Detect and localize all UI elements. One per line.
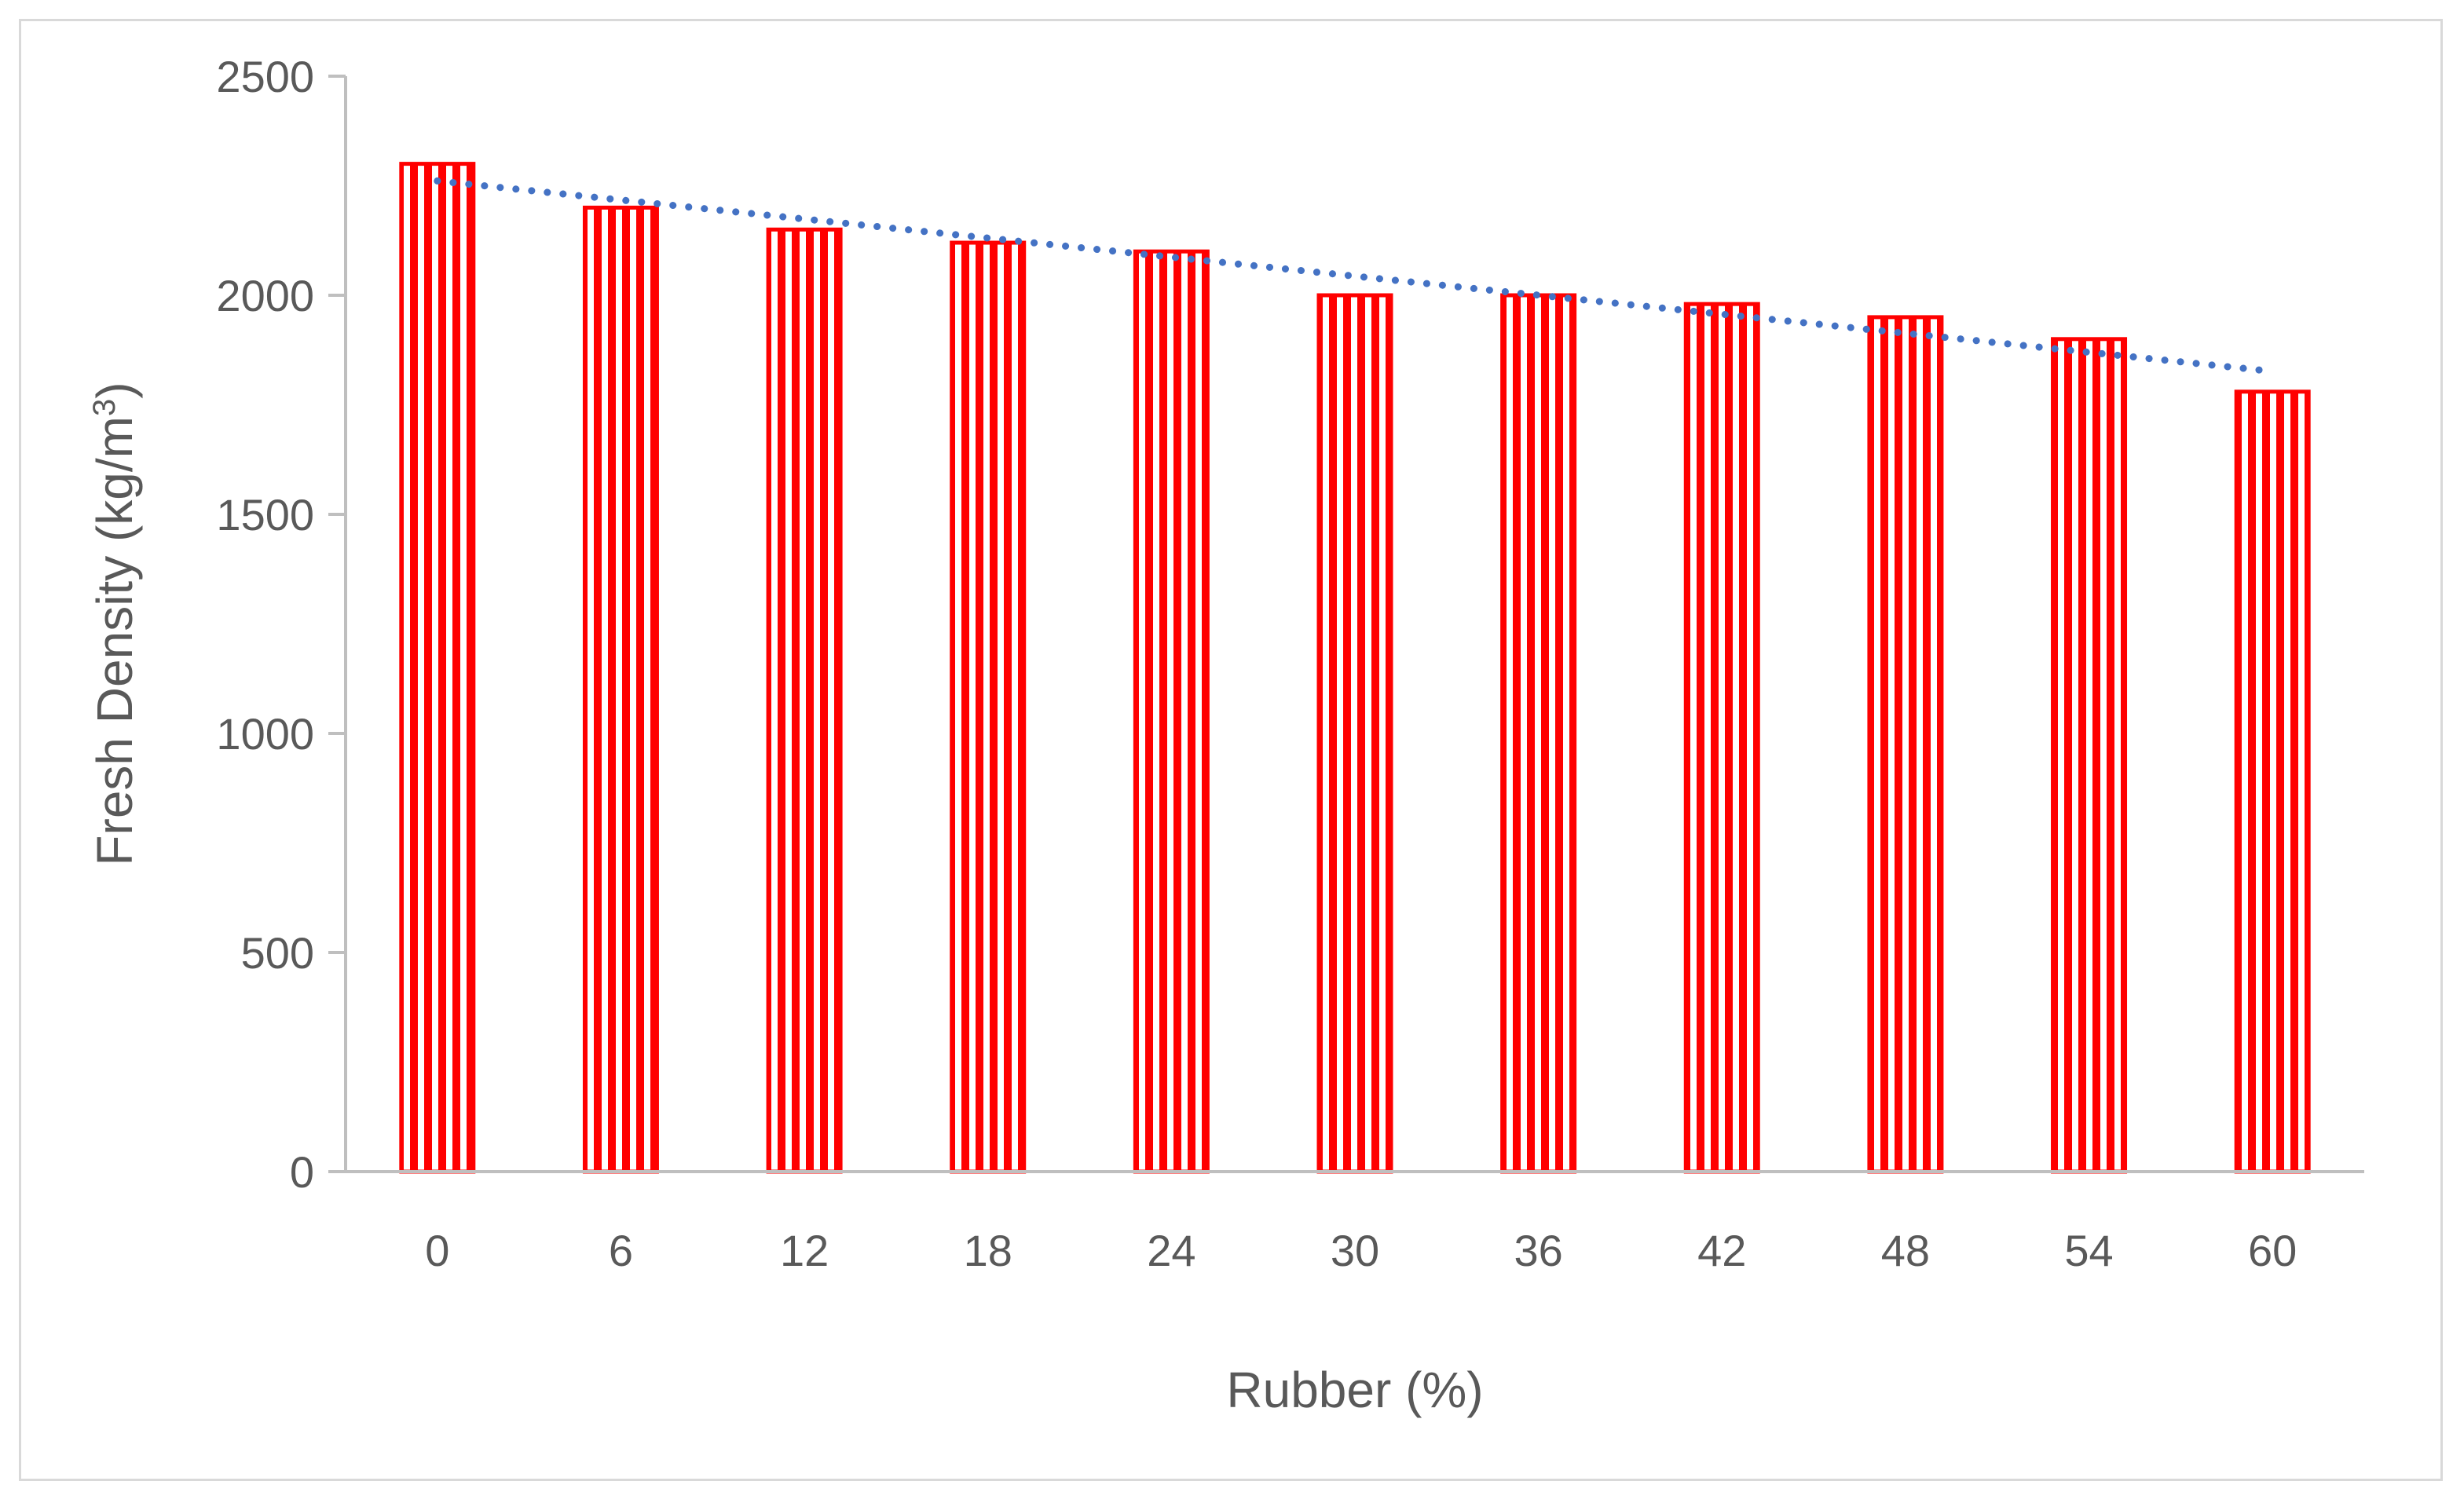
x-tick-label-12: 12 <box>780 1226 829 1275</box>
x-tick-label-30: 30 <box>1331 1226 1379 1275</box>
bar-42 <box>1683 302 1760 1174</box>
y-axis-title-main: Fresh Density (kg/m <box>86 416 143 866</box>
y-axis-title: Fresh Density (kg/m3) <box>86 382 143 865</box>
y-tick-label-1000: 1000 <box>216 709 314 759</box>
bars-layer <box>399 162 2311 1174</box>
x-tick-label-48: 48 <box>1881 1226 1930 1275</box>
x-tick-label-0: 0 <box>425 1226 449 1275</box>
bar-30 <box>1316 293 1393 1174</box>
bar-48 <box>1867 315 1944 1174</box>
x-tick-label-42: 42 <box>1697 1226 1746 1275</box>
y-axis-title-end: ) <box>86 382 143 398</box>
bar-24 <box>1133 249 1210 1174</box>
x-tick-label-18: 18 <box>964 1226 1012 1275</box>
y-tick-label-2000: 2000 <box>216 271 314 320</box>
x-tick-label-6: 6 <box>609 1226 633 1275</box>
bar-18 <box>950 240 1027 1174</box>
x-tick-label-54: 54 <box>2064 1226 2113 1275</box>
x-tick-label-36: 36 <box>1514 1226 1562 1275</box>
y-tick-label-500: 500 <box>241 928 314 978</box>
y-tick-label-1500: 1500 <box>216 490 314 539</box>
y-axis-title-superscript: 3 <box>87 399 122 416</box>
bar-60 <box>2234 389 2311 1174</box>
bar-54 <box>2051 337 2128 1174</box>
axes-layer <box>328 75 2364 1173</box>
x-tick-label-24: 24 <box>1147 1226 1195 1275</box>
x-axis-title: Rubber (%) <box>1226 1362 1483 1418</box>
x-tick-label-60: 60 <box>2248 1226 2297 1275</box>
labels-layer: 0 500 1000 1500 2000 2500 0 6 12 18 24 30 36 42 48 54 60 <box>216 52 2297 1275</box>
bar-6 <box>582 205 659 1174</box>
y-tick-label-2500: 2500 <box>216 52 314 101</box>
y-tick-label-0: 0 <box>290 1147 314 1197</box>
bar-12 <box>766 227 843 1174</box>
bar-0 <box>399 162 476 1174</box>
bar-36 <box>1500 293 1577 1174</box>
